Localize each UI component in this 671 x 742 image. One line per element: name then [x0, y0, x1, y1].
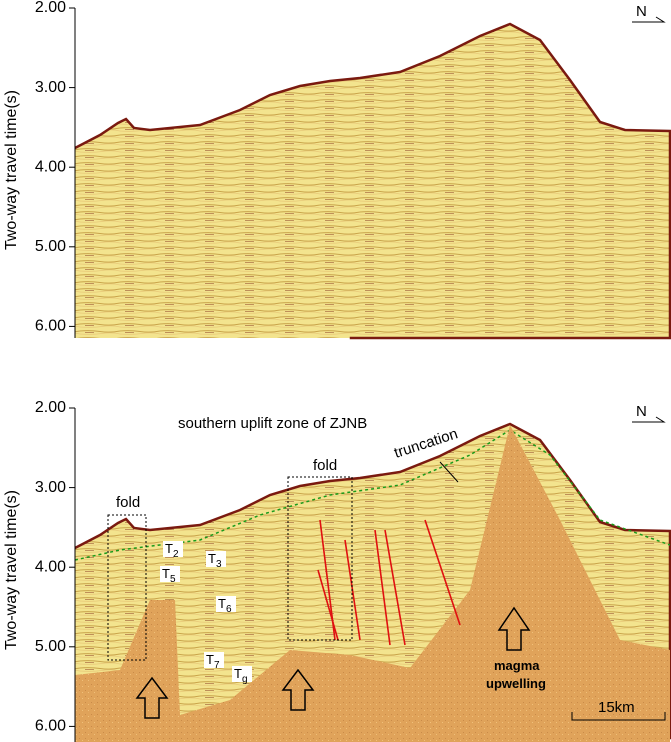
fold-box [287, 476, 353, 641]
horizon-subscript: 5 [170, 574, 176, 585]
annotation: upwelling [486, 676, 546, 691]
horizon-label: T [165, 541, 173, 556]
y-tick-label: 5.00 [35, 238, 66, 255]
y-tick-label: 5.00 [35, 638, 66, 655]
truncation-arrow [439, 461, 459, 483]
horizon-label: T [208, 551, 216, 566]
horizon-label: T [162, 566, 170, 581]
fold-box [107, 514, 147, 661]
annotation: fold [116, 494, 140, 511]
y-tick-label: 3.00 [35, 479, 66, 496]
y-tick-label: 6.00 [35, 718, 66, 735]
bottom-panel: 2.00 3.00 4.00 5.00 6.00 Two-way travel time… [3, 399, 671, 742]
horizon-subscript: 6 [226, 604, 232, 615]
y-tick-label: 2.00 [35, 0, 66, 16]
horizon-subscript: g [242, 674, 248, 685]
seismic-section [75, 24, 670, 338]
faults [317, 519, 461, 646]
y-axis-label: Two-way travel time(s) [3, 90, 20, 250]
y-tick-label: 4.00 [35, 158, 66, 175]
north-label: N [636, 3, 647, 20]
scale-label: 15km [598, 699, 635, 716]
horizon-label-box [232, 666, 252, 682]
annotation: fold [313, 457, 337, 474]
top-panel: 2.00 3.00 4.00 5.00 6.00 Two-way travel time… [3, 0, 671, 340]
horizon-label-box [160, 566, 180, 582]
horizon-label-box [206, 551, 226, 567]
horizon-subscript: 7 [214, 660, 220, 671]
y-axis-label: Two-way travel time(s) [3, 490, 20, 650]
horizon-subscript: 3 [216, 559, 222, 570]
y-tick-label: 2.00 [35, 399, 66, 416]
y-tick-label: 6.00 [35, 318, 66, 335]
y-tick-label: 4.00 [35, 558, 66, 575]
horizon-label-box [216, 596, 236, 612]
horizon-subscript: 2 [173, 549, 179, 560]
horizon-label: T [206, 652, 214, 667]
north-arrow [632, 16, 666, 23]
y-tick-label: 3.00 [35, 79, 66, 96]
horizon-label-box [204, 652, 224, 668]
north-arrow [632, 416, 666, 423]
horizon-label: T [218, 596, 226, 611]
magma-body [75, 425, 670, 742]
horizon-label-box [163, 541, 183, 557]
annotation: magma [494, 658, 540, 673]
horizon-label: T [234, 666, 242, 681]
north-label: N [636, 403, 647, 420]
panel-title: southern uplift zone of ZJNB [178, 415, 367, 432]
scale-bar [571, 712, 666, 721]
upwelling-arrows [135, 606, 531, 719]
